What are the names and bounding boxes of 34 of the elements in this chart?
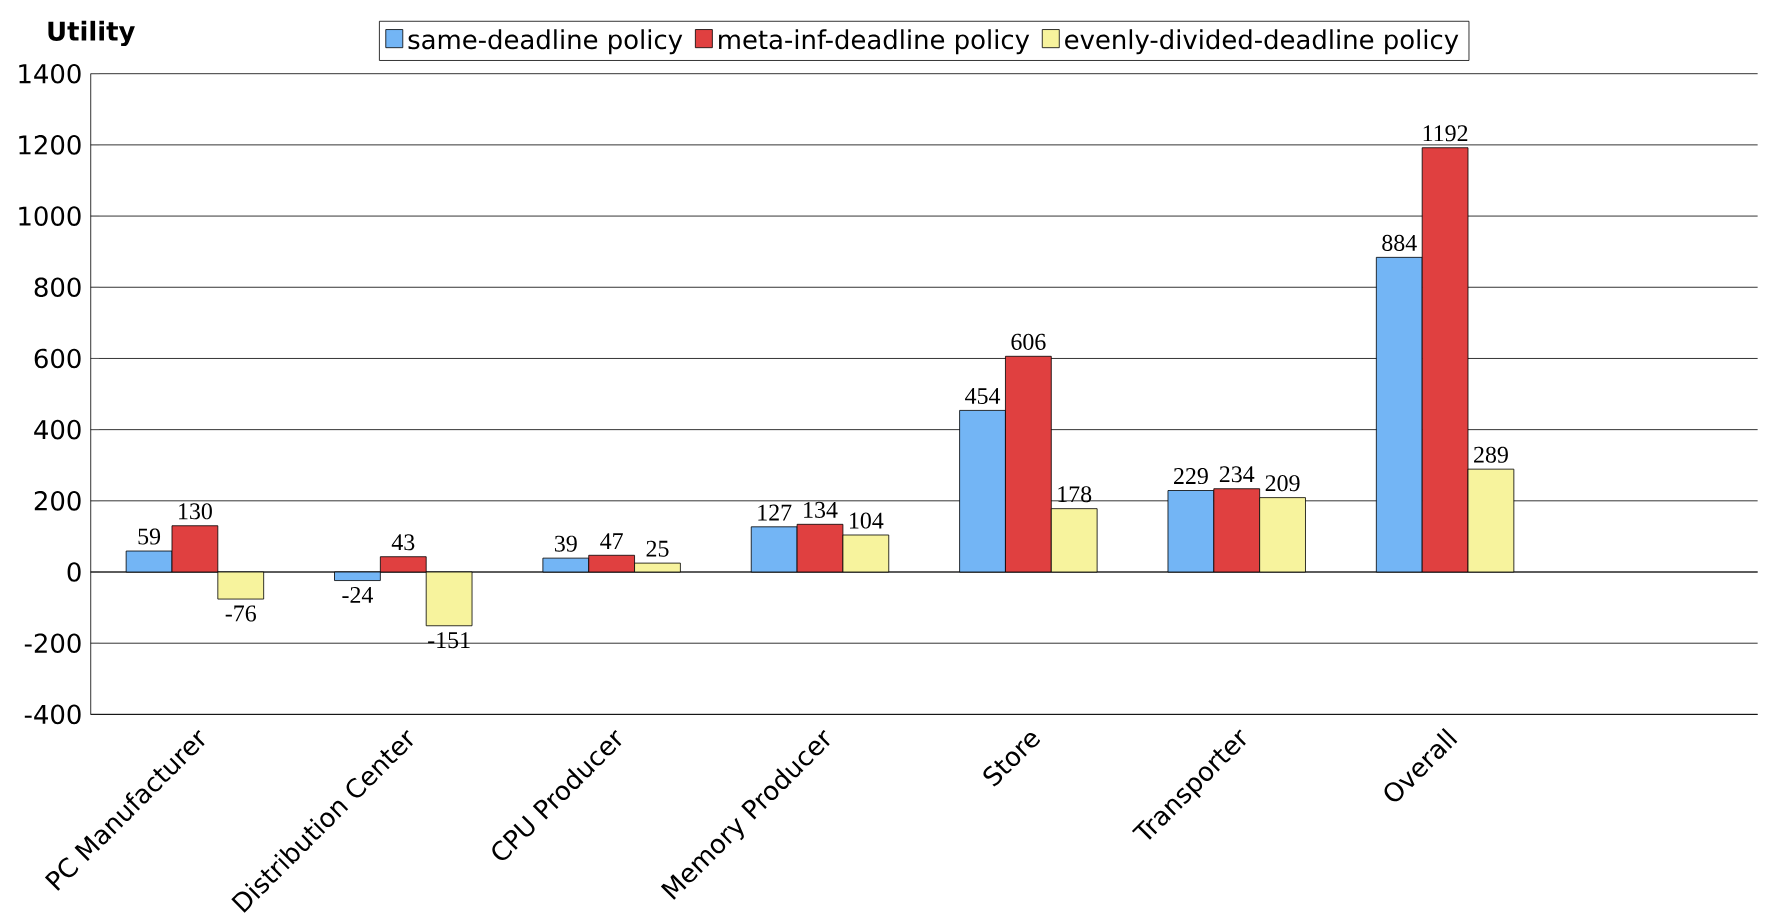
data-label: -76 [225, 605, 256, 622]
data-label: 47 [600, 533, 623, 550]
y-tick-label: 200 [34, 491, 81, 511]
y-axis-title: Utility [48, 21, 135, 47]
data-label: 104 [850, 512, 884, 529]
y-tick-label: -200 [24, 633, 81, 654]
legend-label: evenly-divided-deadline policy [1065, 29, 1459, 55]
data-label: 178 [1058, 486, 1092, 503]
data-label: 130 [179, 503, 212, 520]
data-label: 127 [758, 504, 792, 521]
y-tick-label: 400 [34, 420, 81, 440]
data-label: 454 [965, 388, 1001, 405]
y-tick-label: 1000 [19, 206, 81, 227]
y-tick-label: 1200 [19, 135, 81, 155]
data-label: 39 [555, 535, 577, 552]
legend-label: meta-inf-deadline policy [719, 29, 1030, 55]
data-label: -24 [342, 587, 374, 604]
data-label: 59 [138, 528, 161, 545]
legend-label: same-deadline policy [408, 29, 683, 55]
data-label: 43 [391, 534, 415, 551]
data-label: 606 [1011, 334, 1046, 351]
data-label: 884 [1382, 235, 1417, 252]
y-tick-label: 600 [34, 348, 81, 369]
data-label: 289 [1474, 446, 1508, 464]
data-label: 1192 [1423, 125, 1468, 142]
data-label: 25 [646, 540, 669, 557]
data-label: 234 [1219, 466, 1255, 483]
data-label: 229 [1174, 468, 1208, 485]
data-label: 209 [1265, 475, 1300, 492]
data-label: 134 [804, 502, 838, 519]
y-tick-label: 1400 [19, 64, 81, 84]
y-tick-label: -400 [24, 704, 81, 725]
y-tick-label: 800 [34, 277, 81, 298]
y-tick-label: 0 [67, 562, 81, 583]
